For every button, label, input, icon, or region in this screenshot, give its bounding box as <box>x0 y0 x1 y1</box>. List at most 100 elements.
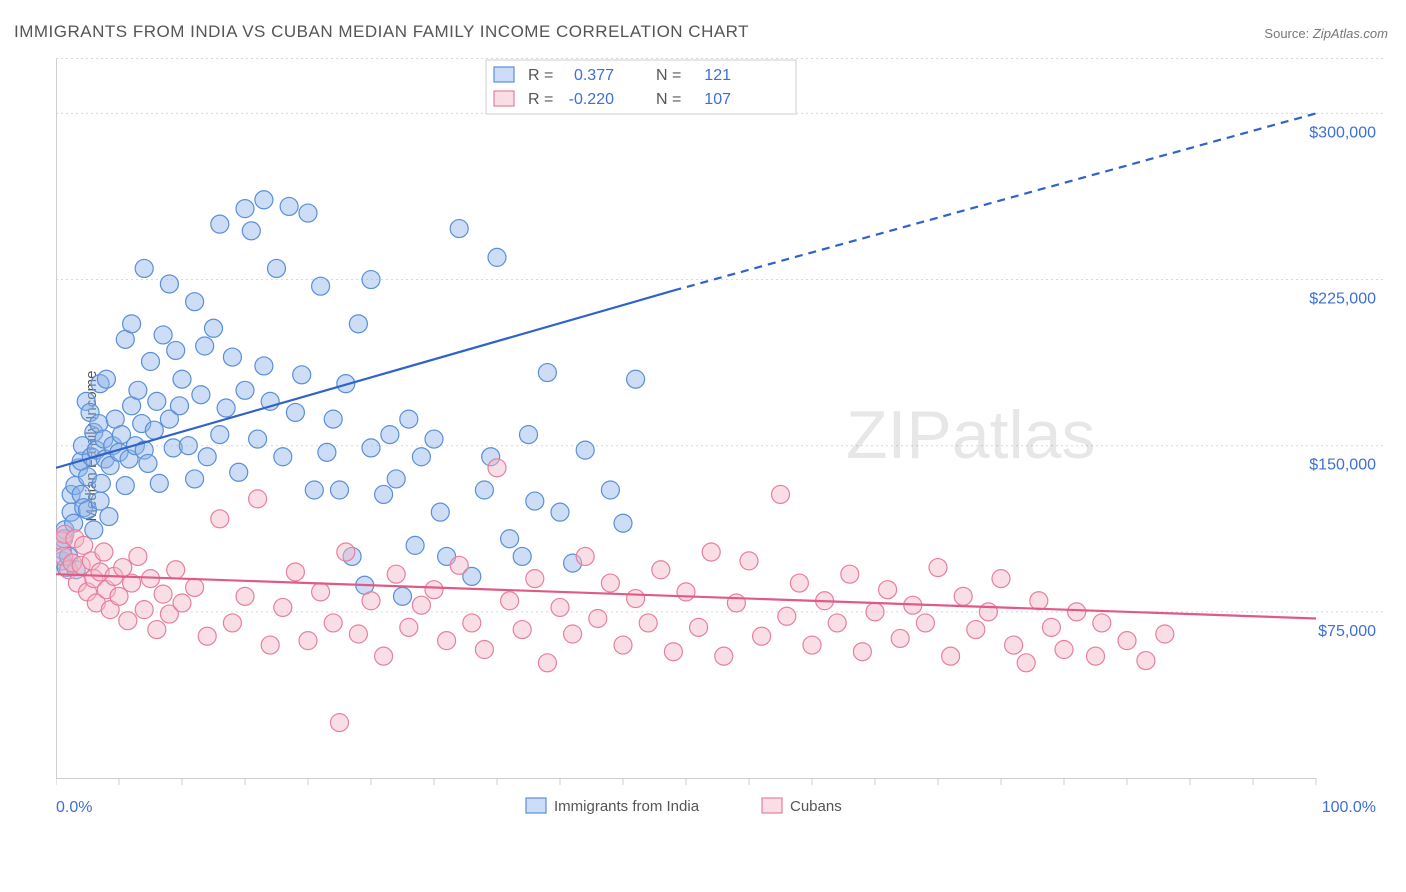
data-point <box>375 485 393 503</box>
data-point <box>929 559 947 577</box>
data-point <box>463 614 481 632</box>
data-point <box>362 271 380 289</box>
data-point <box>324 410 342 428</box>
data-point <box>236 200 254 218</box>
data-point <box>992 570 1010 588</box>
data-point <box>148 621 166 639</box>
data-point <box>196 337 214 355</box>
data-point <box>261 636 279 654</box>
data-point <box>431 503 449 521</box>
scatter-plot: $75,000$150,000$225,000$300,0000.0%100.0… <box>56 58 1386 818</box>
data-point <box>601 481 619 499</box>
data-point <box>242 222 260 240</box>
data-point <box>255 357 273 375</box>
data-point <box>526 570 544 588</box>
data-point <box>100 508 118 526</box>
data-point <box>387 565 405 583</box>
data-point <box>135 259 153 277</box>
data-point <box>400 410 418 428</box>
x-tick-label: 0.0% <box>56 799 92 816</box>
y-tick-label: $150,000 <box>1309 457 1376 474</box>
trend-line-india-extrapolated <box>673 113 1316 290</box>
legend-r-label: R = <box>528 67 553 84</box>
data-point <box>160 275 178 293</box>
data-point <box>1137 652 1155 670</box>
data-point <box>211 426 229 444</box>
data-point <box>299 204 317 222</box>
data-point <box>274 598 292 616</box>
data-point <box>488 459 506 477</box>
legend-swatch <box>526 798 546 813</box>
data-point <box>513 621 531 639</box>
data-point <box>362 439 380 457</box>
data-point <box>249 490 267 508</box>
data-point <box>576 547 594 565</box>
y-tick-label: $225,000 <box>1309 291 1376 308</box>
data-point <box>412 448 430 466</box>
legend-n-label: N = <box>656 67 681 84</box>
data-point <box>715 647 733 665</box>
data-point <box>280 197 298 215</box>
data-point <box>841 565 859 583</box>
data-point <box>652 561 670 579</box>
data-point <box>488 248 506 266</box>
data-point <box>129 381 147 399</box>
source-label: Source: <box>1264 26 1309 41</box>
data-point <box>538 364 556 382</box>
data-point <box>145 421 163 439</box>
data-point <box>312 583 330 601</box>
data-point <box>123 315 141 333</box>
data-point <box>450 220 468 238</box>
data-point <box>95 543 113 561</box>
data-point <box>601 574 619 592</box>
data-point <box>551 503 569 521</box>
y-tick-label: $75,000 <box>1318 623 1376 640</box>
data-point <box>324 614 342 632</box>
data-point <box>1005 636 1023 654</box>
data-point <box>639 614 657 632</box>
data-point <box>198 627 216 645</box>
data-point <box>1030 592 1048 610</box>
data-point <box>406 536 424 554</box>
data-point <box>139 454 157 472</box>
data-point <box>349 315 367 333</box>
series-cubans <box>56 459 1174 732</box>
data-point <box>286 563 304 581</box>
data-point <box>412 596 430 614</box>
data-point <box>305 481 323 499</box>
data-point <box>186 578 204 596</box>
data-point <box>349 625 367 643</box>
data-point <box>116 477 134 495</box>
data-point <box>170 397 188 415</box>
legend-label: Immigrants from India <box>554 798 700 815</box>
data-point <box>92 474 110 492</box>
data-point <box>1055 641 1073 659</box>
data-point <box>740 552 758 570</box>
data-point <box>179 437 197 455</box>
data-point <box>217 399 235 417</box>
data-point <box>255 191 273 209</box>
data-point <box>211 510 229 528</box>
data-point <box>475 481 493 499</box>
data-point <box>223 348 241 366</box>
data-point <box>614 514 632 532</box>
data-point <box>778 607 796 625</box>
data-point <box>211 215 229 233</box>
data-point <box>702 543 720 561</box>
legend-swatch <box>762 798 782 813</box>
data-point <box>299 632 317 650</box>
data-point <box>551 598 569 616</box>
data-point <box>501 592 519 610</box>
data-point <box>129 547 147 565</box>
data-point <box>942 647 960 665</box>
data-point <box>154 326 172 344</box>
data-point <box>192 386 210 404</box>
data-point <box>274 448 292 466</box>
data-point <box>286 403 304 421</box>
data-point <box>954 587 972 605</box>
data-point <box>150 474 168 492</box>
data-point <box>312 277 330 295</box>
data-point <box>331 714 349 732</box>
data-point <box>790 574 808 592</box>
data-point <box>677 583 695 601</box>
